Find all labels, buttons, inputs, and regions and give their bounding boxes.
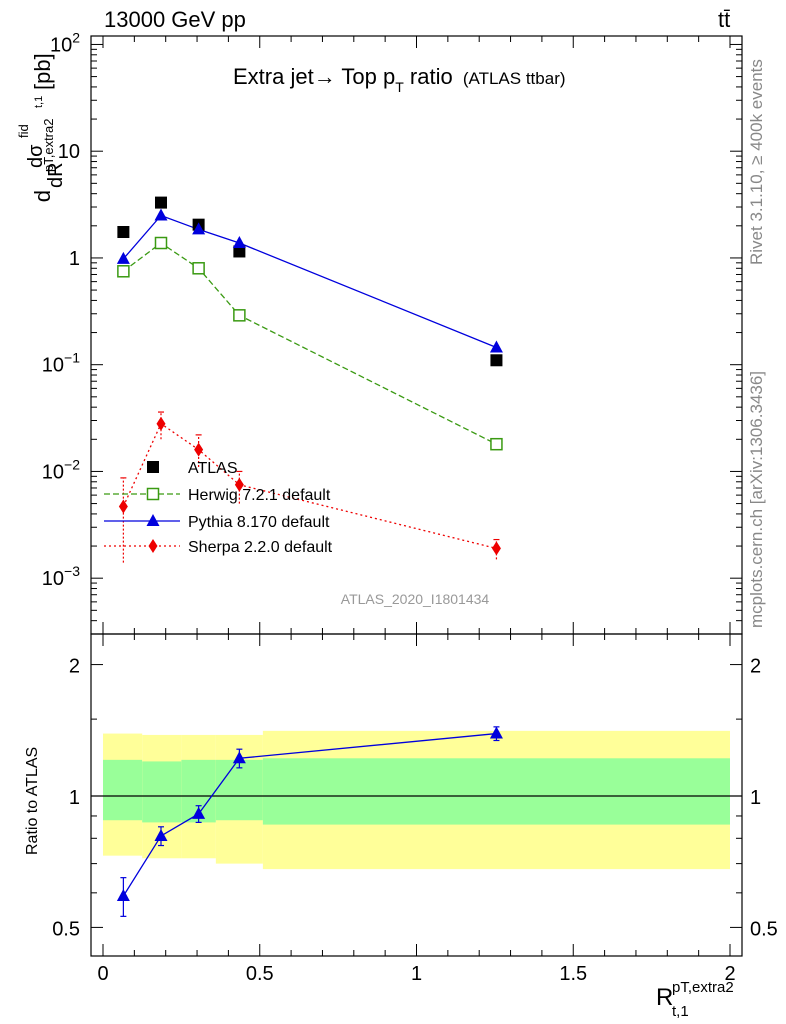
legend-label-0: ATLAS	[188, 460, 238, 477]
axis-ticks: 102 10 1 10−1 10−2 10−3 2 2 1 1 0.5 0.5 0 0.5 1 1.5 2	[42, 29, 778, 985]
data-point-3-2	[194, 442, 204, 457]
ratio-point-0-4	[489, 726, 503, 739]
main-ytick-label: 102	[50, 29, 80, 56]
data-point-0-0	[117, 226, 130, 239]
plot-title: Extra jet→ Top pT ratio (ATLAS ttbar)	[233, 64, 566, 95]
legend: ATLAS Herwig 7.2.1 default Pythia 8.170 de…	[104, 460, 333, 556]
xtick-label: 1	[411, 963, 422, 985]
ratio-point-0-2	[192, 806, 206, 819]
ratio-bands	[91, 730, 742, 870]
ratio-plot	[116, 726, 503, 1024]
ratio-ytick-label-right: 2	[750, 656, 761, 678]
band-inner-3	[215, 759, 263, 821]
svg-text:dσ: dσ	[25, 144, 47, 168]
xtick-label: 1.5	[559, 963, 587, 985]
main-ytick-label: 10−2	[42, 456, 80, 483]
legend-marker-3	[148, 539, 158, 553]
data-point-2-4	[489, 340, 503, 353]
svg-text:fid: fid	[16, 124, 31, 138]
xtick-label: 2	[724, 963, 735, 985]
legend-label-1: Herwig 7.2.1 default	[188, 487, 331, 504]
svg-text:[pb]: [pb]	[30, 53, 55, 90]
legend-label-3: Sherpa 2.2.0 default	[188, 539, 333, 556]
band-inner-0	[103, 759, 143, 821]
ratio-ytick-label: 0.5	[52, 918, 80, 940]
xtick-label: 0.5	[246, 963, 274, 985]
ratio-point-0-0	[116, 889, 130, 902]
data-point-0-1	[154, 196, 167, 209]
main-ytick-label: 10−1	[42, 350, 80, 377]
y-axis-label: d dσ fid pT,extra2 dR t,1 [pb]	[16, 53, 67, 202]
data-point-3-4	[491, 541, 501, 556]
svg-text:t,1: t,1	[33, 96, 45, 108]
energy-label: 13000 GeV pp	[104, 7, 246, 32]
legend-label-2: Pythia 8.170 default	[188, 514, 330, 531]
svg-text:pT,extra2: pT,extra2	[41, 119, 56, 172]
data-point-2-0	[116, 251, 130, 264]
main-ytick-label: 10	[58, 141, 80, 163]
data-point-1-2	[192, 262, 205, 275]
data-point-2-1	[154, 208, 168, 221]
main-ytick-label: 1	[69, 248, 80, 270]
analysis-watermark: ATLAS_2020_I1801434	[341, 591, 490, 607]
x-axis-label-sub: t,1	[672, 1003, 689, 1020]
data-point-0-3	[233, 245, 246, 258]
process-label: tt̄	[718, 7, 730, 32]
mcplots-label: mcplots.cern.ch [arXiv:1306.3436]	[747, 371, 766, 628]
data-point-3-0	[118, 499, 128, 514]
band-inner-1	[142, 761, 182, 823]
ratio-ytick-label: 2	[69, 656, 80, 678]
data-point-1-4	[490, 437, 503, 451]
ratio-point-0-1	[154, 828, 168, 841]
data-point-1-0	[117, 265, 130, 278]
band-inner-4	[262, 758, 730, 825]
legend-marker-0	[147, 461, 159, 473]
main-ytick-label: 10−3	[42, 563, 80, 590]
ratio-y-label: Ratio to ATLAS	[24, 747, 41, 855]
ratio-point-0-3	[232, 751, 246, 764]
xtick-label: 0	[97, 963, 108, 985]
legend-marker-2	[146, 514, 160, 526]
ratio-ytick-label-right: 1	[750, 787, 761, 809]
ratio-ytick-label: 1	[69, 787, 80, 809]
ratio-ytick-label-right: 0.5	[750, 918, 778, 940]
ratio-line-1	[123, 965, 496, 1024]
x-axis-label-sup: pT,extra2	[672, 979, 734, 996]
series-line-2	[122, 214, 497, 349]
data-point-3-1	[156, 416, 166, 431]
svg-text:d: d	[30, 190, 55, 202]
x-axis-label: R	[656, 984, 673, 1011]
data-point-1-3	[233, 309, 246, 322]
data-point-3-3	[234, 477, 244, 492]
svg-text:dR: dR	[45, 162, 67, 188]
data-point-1-1	[154, 236, 168, 250]
data-point-0-4	[490, 354, 503, 367]
legend-marker-1	[146, 487, 160, 501]
main-plot	[116, 196, 503, 563]
series-line-1	[122, 242, 497, 445]
data-point-2-2	[192, 222, 206, 235]
data-point-2-3	[232, 236, 246, 249]
rivet-label: Rivet 3.1.10, ≥ 400k events	[747, 59, 766, 265]
